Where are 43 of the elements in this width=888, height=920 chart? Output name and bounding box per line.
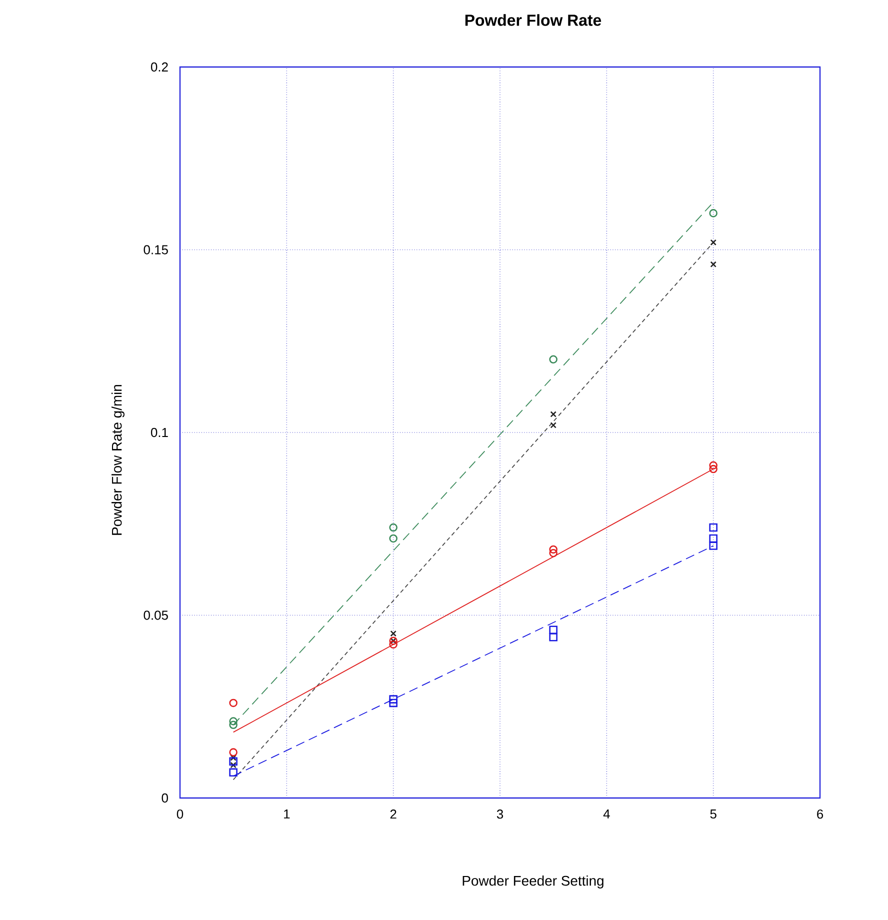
point xyxy=(229,757,238,766)
y-tick-label: 0.2 xyxy=(150,62,168,72)
point xyxy=(709,534,718,543)
point xyxy=(229,717,238,726)
y-tick-label: 0.05 xyxy=(144,610,168,620)
point xyxy=(390,630,396,637)
x-tick-label: 5 xyxy=(710,810,716,819)
point xyxy=(709,523,718,532)
y-tick-label: 0.1 xyxy=(150,428,168,438)
x-tick-label: 6 xyxy=(817,810,824,819)
x-tick-label: 1 xyxy=(284,810,290,818)
y-axis-title: Powder Flow Rate g/min xyxy=(111,384,124,535)
point xyxy=(549,633,558,642)
point xyxy=(229,698,238,708)
point xyxy=(389,698,398,708)
point xyxy=(710,261,716,268)
y-tick-label: 0.15 xyxy=(144,245,168,254)
x-tick-label: 3 xyxy=(496,810,504,819)
x-tick-label: 4 xyxy=(603,810,610,818)
x-axis-title: Powder Feeder Setting xyxy=(462,875,604,888)
x-tick-label: 0 xyxy=(176,810,184,819)
point xyxy=(549,545,558,554)
point xyxy=(389,534,398,543)
point xyxy=(709,209,718,218)
point xyxy=(709,464,718,474)
point xyxy=(550,411,556,418)
point xyxy=(229,768,238,777)
point xyxy=(550,422,556,428)
point xyxy=(230,762,236,768)
y-tick-label: 0 xyxy=(162,793,168,803)
chart-title: Powder Flow Rate xyxy=(465,14,602,26)
point xyxy=(709,542,718,550)
point xyxy=(549,355,558,364)
point xyxy=(229,720,238,730)
x-tick-label: 2 xyxy=(390,810,396,819)
point xyxy=(389,523,398,532)
point xyxy=(710,239,716,246)
point xyxy=(709,461,718,470)
point xyxy=(229,748,238,756)
point xyxy=(389,640,398,649)
point xyxy=(549,548,558,558)
point xyxy=(549,626,558,634)
point xyxy=(389,695,398,704)
